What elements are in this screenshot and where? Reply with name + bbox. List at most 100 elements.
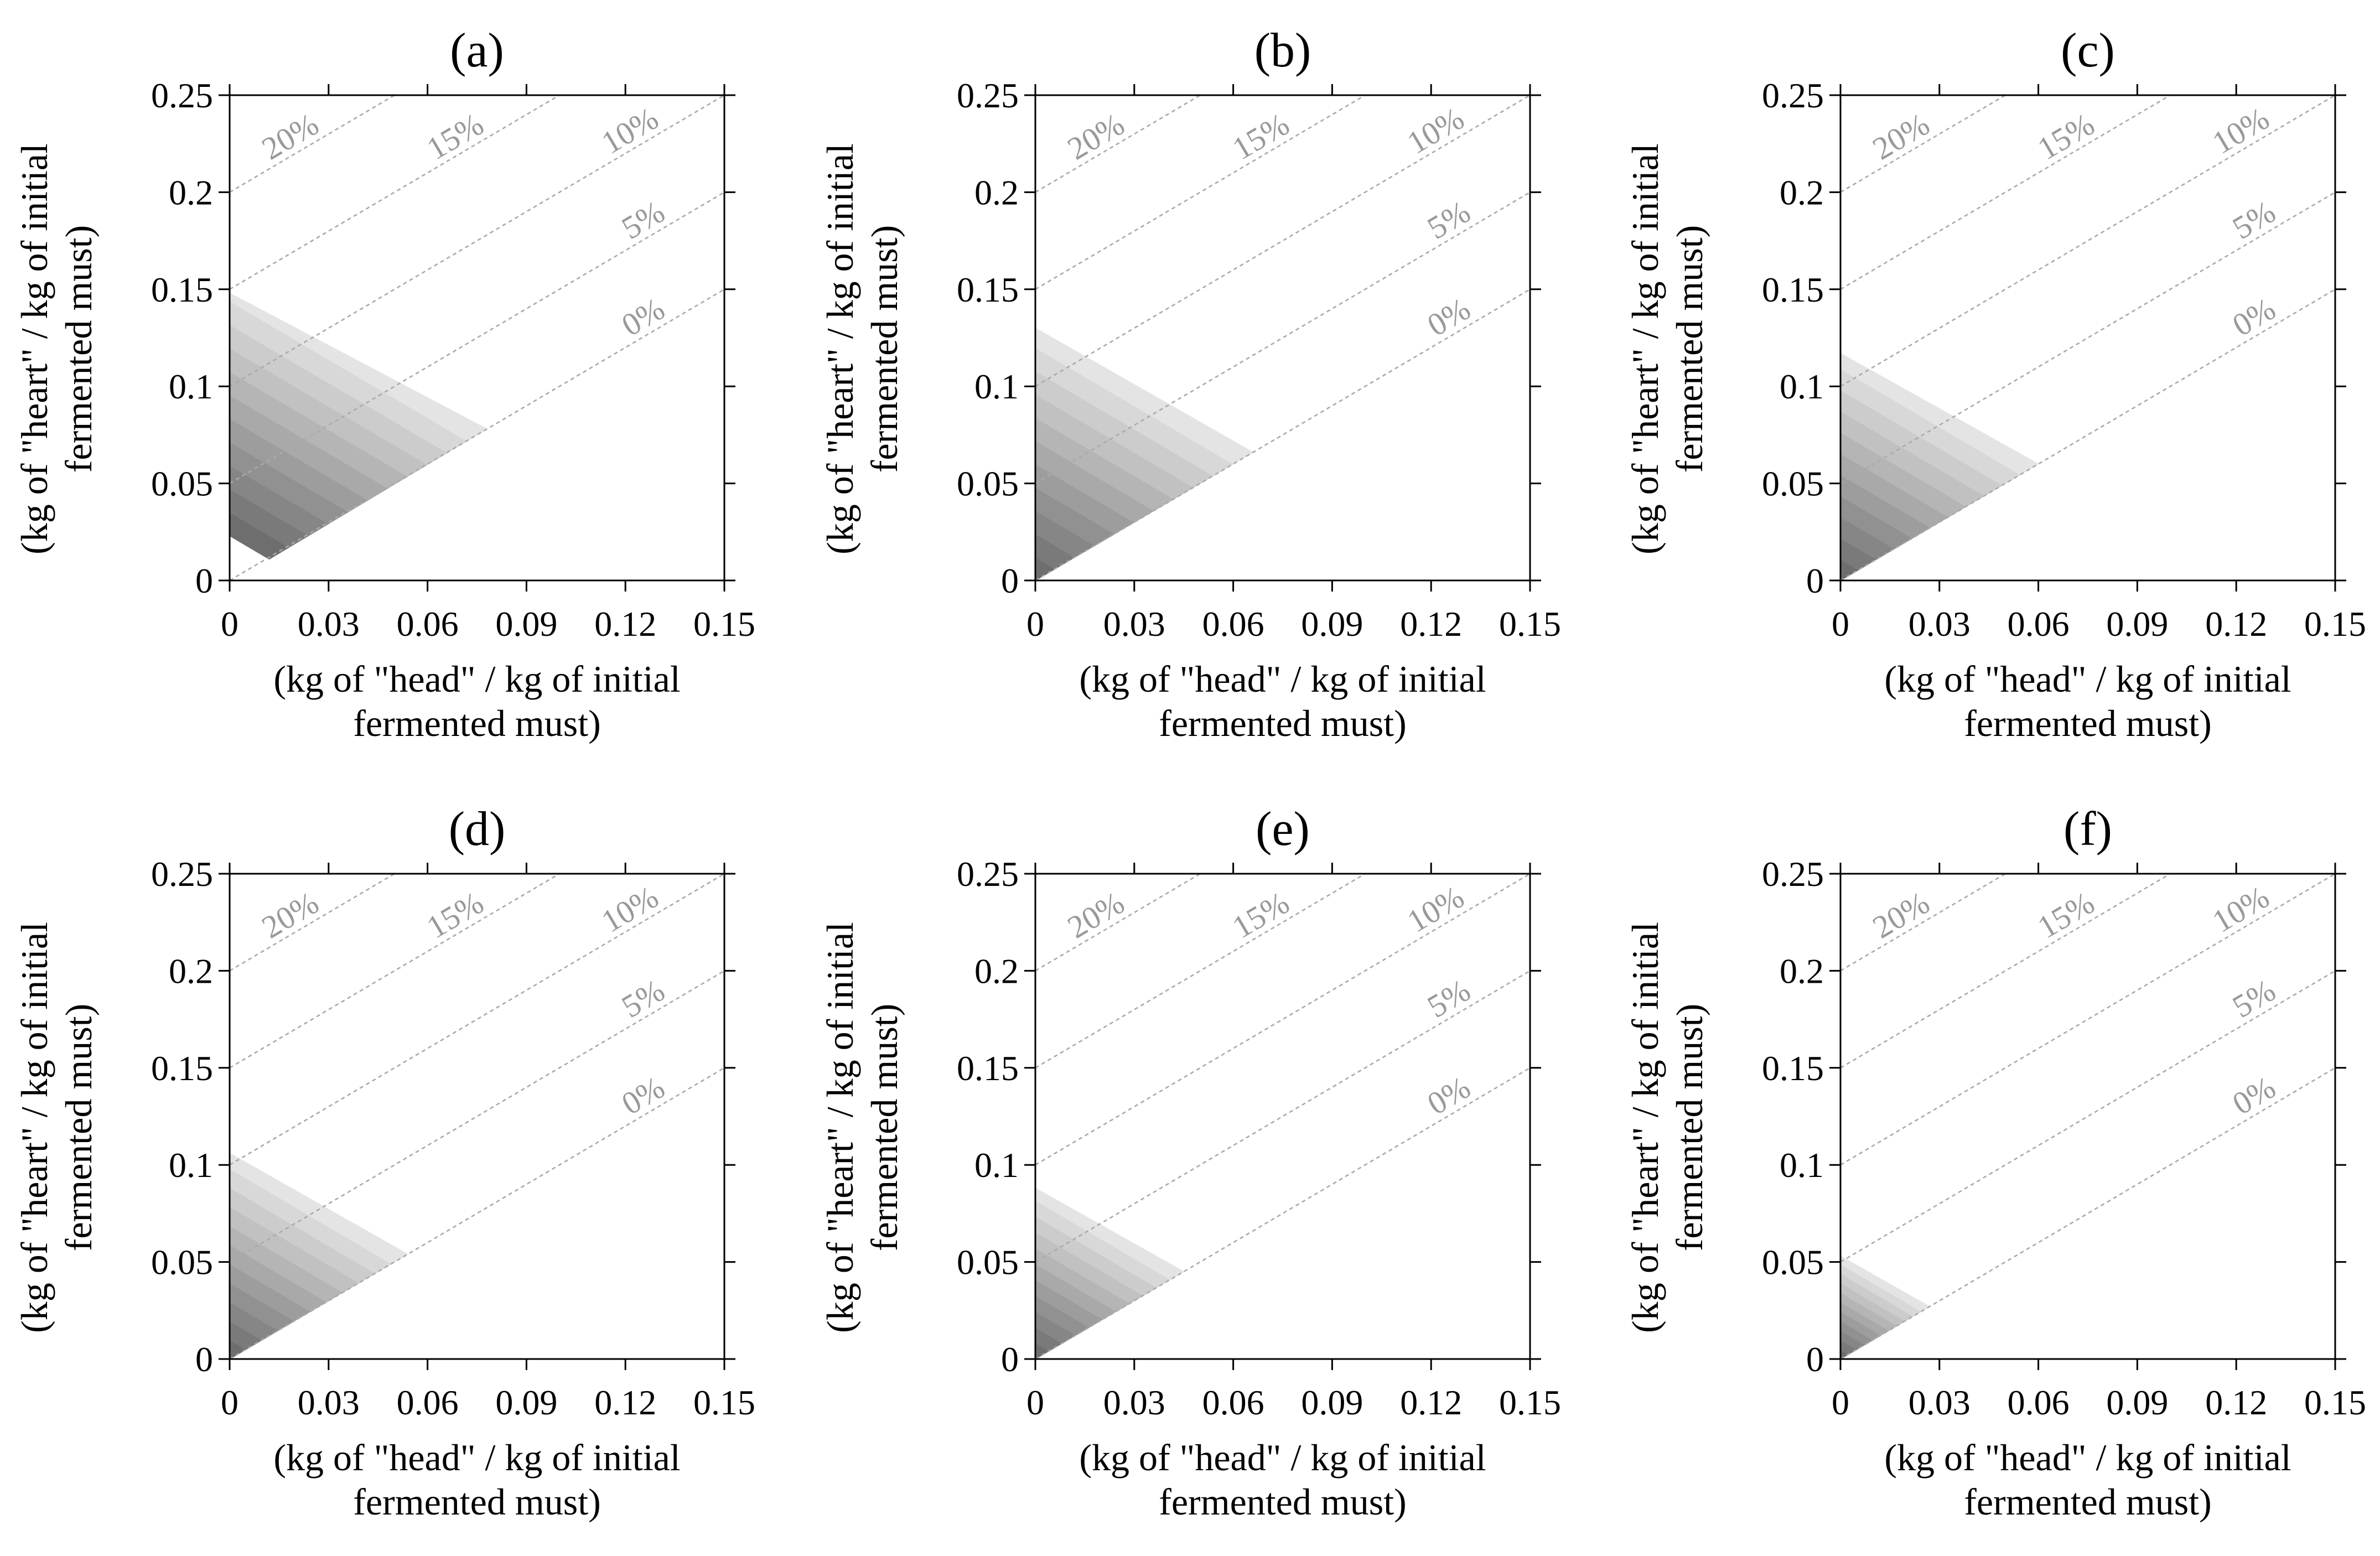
feasible-region: [230, 1153, 409, 1359]
x-tick-label: 0: [1832, 1383, 1849, 1422]
x-tick-label: 0.15: [1499, 1383, 1561, 1422]
x-tick-label: 0.06: [1202, 1383, 1264, 1422]
y-axis-label: fermented must): [1668, 225, 1710, 473]
feasible-region: [1035, 1187, 1185, 1359]
x-tick-label: 0.12: [1400, 1383, 1462, 1422]
iso-label-bg: [2030, 885, 2102, 945]
y-tick-label: 0.1: [169, 367, 213, 406]
iso-line: [1035, 874, 1202, 972]
iso-label-bg: [607, 1065, 678, 1125]
x-tick-label: 0.03: [298, 604, 360, 644]
y-tick-label: 0.25: [151, 854, 213, 894]
x-axis-label: (kg of "head" / kg of initial: [273, 658, 680, 700]
iso-label-bg: [607, 287, 678, 346]
y-axis-label: (kg of "heart" / kg of initial: [819, 922, 861, 1333]
y-tick-label: 0.2: [1780, 951, 1824, 990]
y-tick-label: 0.25: [957, 76, 1019, 115]
x-axis-label: (kg of "head" / kg of initial: [1884, 1436, 2291, 1479]
y-tick-label: 0.15: [151, 270, 213, 309]
y-tick-label: 0.2: [169, 173, 213, 212]
iso-label-bg: [607, 190, 678, 250]
iso-label-bg: [2218, 287, 2289, 346]
iso-label-bg: [1399, 100, 1471, 160]
iso-label-bg: [1225, 885, 1297, 945]
chart-panel: 20% 15% 10%5%0%0 0.03 0.06 0.09 0.12 0.1500.050…: [819, 802, 1561, 1523]
x-tick-label: 0.09: [1301, 604, 1363, 644]
y-tick-label: 0.25: [1762, 854, 1824, 894]
iso-label-bg: [2218, 190, 2289, 250]
iso-line: [230, 288, 724, 580]
iso-line: [230, 874, 396, 972]
iso-label-bg: [2205, 879, 2277, 939]
iso-line: [1840, 1067, 2335, 1359]
iso-label-bg: [2218, 968, 2289, 1028]
y-tick-label: 0: [1001, 561, 1019, 600]
iso-line: [1035, 95, 1367, 290]
y-tick-label: 0.15: [1762, 1049, 1824, 1088]
y-tick-label: 0: [1001, 1340, 1019, 1379]
y-axis-label: (kg of "heart" / kg of initial: [819, 143, 861, 554]
iso-label-bg: [254, 106, 326, 166]
iso-lines: [1840, 874, 2335, 1359]
iso-label-bg: [1865, 106, 1937, 166]
y-axis-label: fermented must): [1668, 1004, 1710, 1252]
x-tick-label: 0.15: [693, 1383, 755, 1422]
x-tick-label: 0: [1026, 1383, 1044, 1422]
plot-frame: [229, 873, 725, 1360]
x-axis-label: fermented must): [1159, 1481, 1407, 1523]
x-tick-label: 0.09: [2106, 604, 2168, 644]
x-tick-label: 0.09: [1301, 1383, 1363, 1422]
x-tick-label: 0.06: [397, 1383, 459, 1422]
x-tick-label: 0.09: [2106, 1383, 2168, 1422]
iso-lines: [230, 874, 724, 1359]
iso-line: [1035, 95, 1202, 193]
y-tick-label: 0.2: [1780, 173, 1824, 212]
iso-line: [1840, 95, 2335, 387]
y-tick-label: 0: [1806, 1340, 1824, 1379]
y-tick-label: 0.15: [1762, 270, 1824, 309]
y-tick-label: 0.1: [1780, 367, 1824, 406]
chart-panel: 20% 15% 10%5%0%0 0.03 0.06 0.09 0.12 0.1500.050…: [819, 24, 1561, 744]
iso-line: [1035, 874, 1530, 1166]
y-axis-label: (kg of "heart" / kg of initial: [13, 922, 55, 1333]
y-tick-label: 0.25: [1762, 76, 1824, 115]
y-tick-label: 0.2: [169, 951, 213, 990]
iso-lines: [230, 95, 724, 580]
y-tick-label: 0.15: [957, 1049, 1019, 1088]
iso-label-bg: [1060, 885, 1132, 945]
x-tick-label: 0.03: [1909, 1383, 1971, 1422]
iso-line: [1840, 191, 2335, 484]
y-axis-label: fermented must): [863, 225, 905, 473]
y-tick-label: 0.1: [974, 367, 1019, 406]
x-tick-label: 0.09: [495, 604, 557, 644]
y-tick-label: 0.05: [151, 1243, 213, 1282]
iso-label-bg: [1413, 968, 1484, 1028]
iso-line: [1035, 95, 1530, 387]
iso-label-bg: [2218, 1065, 2289, 1125]
iso-label-bg: [1399, 879, 1471, 939]
y-tick-label: 0.2: [974, 173, 1019, 212]
x-tick-label: 0.03: [1103, 604, 1165, 644]
x-tick-label: 0.15: [693, 604, 755, 644]
iso-line: [230, 874, 724, 1166]
y-tick-label: 0.05: [1762, 1243, 1824, 1282]
x-axis-label: (kg of "head" / kg of initial: [273, 1436, 680, 1479]
iso-label-bg: [254, 885, 326, 945]
x-tick-label: 0.15: [2304, 1383, 2366, 1422]
x-axis-label: fermented must): [1159, 702, 1407, 744]
chart-panel: 20% 15% 10%5%0%0 0.03 0.06 0.09 0.12 0.1500.050…: [13, 24, 755, 744]
iso-line: [1035, 970, 1530, 1263]
y-axis-label: fermented must): [863, 1004, 905, 1252]
chart-panel: 20% 15% 10%5%0%0 0.03 0.06 0.09 0.12 0.1500.050…: [13, 802, 755, 1523]
y-tick-label: 0.05: [957, 464, 1019, 504]
x-tick-label: 0.12: [1400, 604, 1462, 644]
iso-line: [1035, 874, 1367, 1069]
x-tick-label: 0.12: [594, 604, 656, 644]
iso-label-bg: [2205, 100, 2277, 160]
feasible-region: [1840, 1256, 1931, 1359]
x-tick-label: 0: [221, 1383, 238, 1422]
iso-label-bg: [1413, 1065, 1484, 1125]
iso-line: [1840, 95, 2172, 290]
iso-line: [1035, 288, 1530, 580]
